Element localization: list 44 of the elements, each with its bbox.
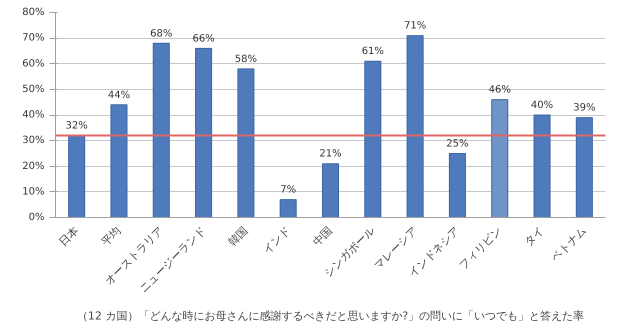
data-label: 25% xyxy=(446,138,469,150)
y-tick-label: 70% xyxy=(22,32,45,44)
bar xyxy=(406,35,424,218)
bar xyxy=(68,135,86,218)
x-tick-label: 平均 xyxy=(98,224,124,249)
data-label: 7% xyxy=(280,184,296,196)
bar xyxy=(280,199,297,218)
data-label: 58% xyxy=(234,54,258,65)
text: （12 カ国）「どんな時にお母さんに感謝するべきだと思いますか?」の問いに「いつでも」と答えた率 xyxy=(76,310,584,322)
x-tick-label: ベトナム xyxy=(548,224,589,264)
y-tick-label: 50% xyxy=(22,84,45,95)
y-tick-label: 20% xyxy=(22,160,45,172)
x-tick-label: タイ xyxy=(522,224,547,249)
y-tick-label: 60% xyxy=(22,58,45,70)
data-label: 46% xyxy=(488,84,511,96)
x-tick-label: インド xyxy=(260,224,293,256)
data-label: 32% xyxy=(66,120,88,132)
bar xyxy=(576,117,593,218)
x-tick-label: 中国 xyxy=(310,224,336,249)
bar xyxy=(195,48,212,218)
bar xyxy=(491,99,508,218)
x-tick-label: フィリピン xyxy=(456,224,504,272)
y-tick-label: 30% xyxy=(22,135,45,146)
x-tick-label: 韓国 xyxy=(226,224,250,249)
bar xyxy=(110,104,128,218)
data-label: 21% xyxy=(319,148,342,160)
y-tick-label: 0% xyxy=(28,212,45,223)
bar xyxy=(534,114,551,218)
bar xyxy=(322,163,340,218)
bar xyxy=(448,152,466,218)
data-label: 39% xyxy=(573,102,596,114)
data-label: 66% xyxy=(192,33,215,44)
bar xyxy=(237,68,254,218)
y-tick-label: 80% xyxy=(22,7,45,18)
data-label: 61% xyxy=(362,46,384,58)
y-tick-label: 10% xyxy=(22,186,45,198)
data-label: 68% xyxy=(150,28,172,40)
data-label: 71% xyxy=(404,20,426,32)
bar xyxy=(364,60,382,218)
data-label: 40% xyxy=(530,100,554,111)
x-tick-label: 日本 xyxy=(56,224,82,249)
y-tick-label: 40% xyxy=(22,110,45,120)
data-label: 44% xyxy=(108,90,130,101)
bar xyxy=(152,42,170,218)
